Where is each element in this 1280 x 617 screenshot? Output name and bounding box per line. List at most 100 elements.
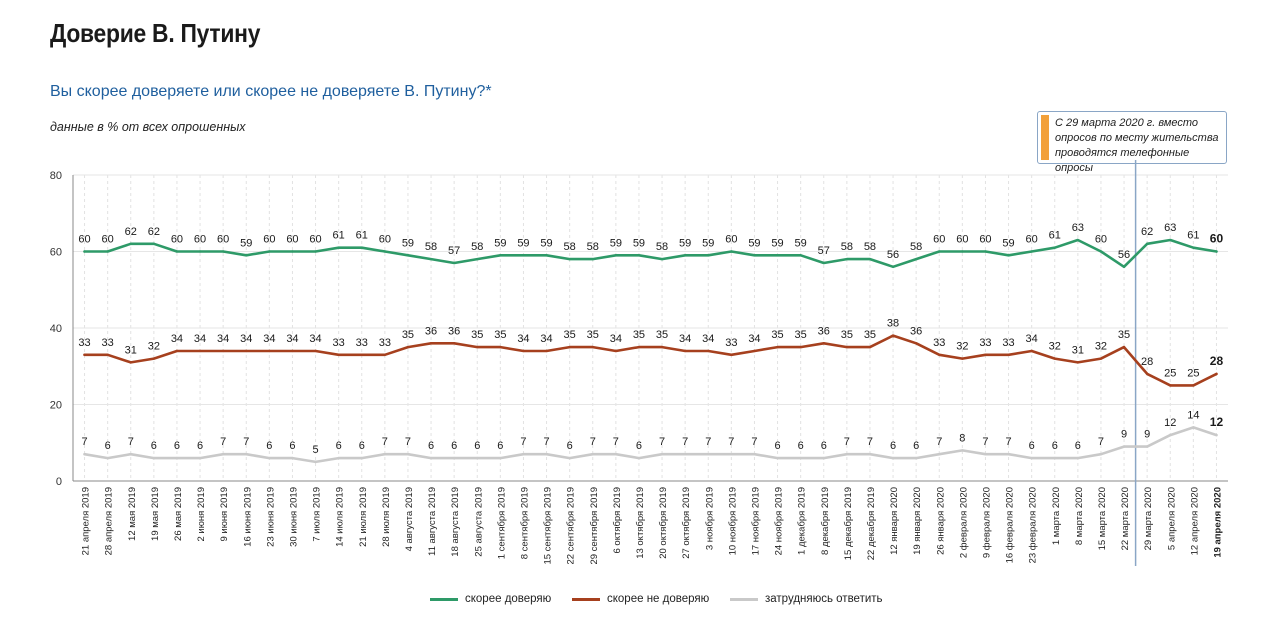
data-point-undecided <box>245 453 248 456</box>
data-point-trust <box>1122 265 1126 268</box>
data-point-distrust <box>1076 361 1080 364</box>
x-tick-label: 28 апреля 2019 <box>104 487 115 555</box>
data-label-distrust: 25 <box>1164 367 1176 379</box>
chart-question: Вы скорее доверяете или скорее не доверя… <box>50 83 492 100</box>
data-point-trust <box>591 257 594 261</box>
data-point-undecided <box>730 453 733 456</box>
data-label-distrust: 34 <box>610 333 622 345</box>
data-point-distrust <box>360 353 363 356</box>
legend-swatch-trust <box>430 597 458 601</box>
data-point-trust <box>383 250 387 253</box>
data-label-distrust: 35 <box>795 329 807 341</box>
data-point-undecided <box>1169 433 1172 437</box>
data-label-distrust: 35 <box>633 329 645 341</box>
data-point-trust <box>175 250 179 253</box>
data-label-distrust: 25 <box>1187 367 1199 379</box>
data-point-distrust <box>1030 349 1033 353</box>
data-label-undecided: 6 <box>289 440 295 452</box>
data-point-distrust <box>683 349 687 353</box>
y-tick-label: 60 <box>50 247 62 259</box>
data-point-distrust <box>499 345 502 349</box>
data-label-undecided: 7 <box>382 436 388 448</box>
data-label-undecided: 6 <box>105 440 111 452</box>
data-label-undecided: 7 <box>867 436 873 448</box>
data-label-distrust: 33 <box>379 337 391 349</box>
data-point-undecided <box>268 456 271 460</box>
data-point-trust <box>707 254 710 257</box>
data-point-undecided <box>614 453 618 456</box>
data-label-distrust: 36 <box>910 325 922 337</box>
data-label-undecided: 6 <box>636 440 642 452</box>
data-point-trust <box>614 254 618 257</box>
data-label-undecided: 6 <box>197 440 203 452</box>
x-tick-label: 2 февраля 2020 <box>958 487 969 558</box>
data-label-trust: 61 <box>1049 230 1061 242</box>
x-tick-label: 8 декабря 2019 <box>820 487 831 555</box>
x-tick-label: 12 января 2020 <box>889 487 900 555</box>
data-point-undecided <box>845 453 849 456</box>
data-label-trust: 60 <box>1026 234 1038 246</box>
data-label-undecided: 6 <box>1075 440 1081 452</box>
data-point-distrust <box>337 353 340 356</box>
x-tick-label: 8 сентября 2019 <box>519 487 530 559</box>
data-point-distrust <box>545 349 548 353</box>
data-point-distrust <box>868 345 872 349</box>
data-point-distrust <box>83 353 86 356</box>
legend-item-undecided: затрудняюсь ответить <box>730 593 883 605</box>
data-label-undecided: 6 <box>474 440 480 452</box>
data-point-distrust <box>591 345 594 349</box>
data-point-undecided <box>961 449 964 452</box>
data-label-distrust: 28 <box>1141 356 1153 368</box>
x-tick-label: 23 июня 2019 <box>265 487 276 547</box>
data-label-undecided: 6 <box>567 440 573 452</box>
data-point-undecided <box>938 453 941 456</box>
data-point-trust <box>984 250 987 253</box>
legend-item-trust: скорее доверяю <box>430 593 551 605</box>
x-tick-label: 1 марта 2020 <box>1051 487 1062 545</box>
data-point-undecided <box>984 453 987 456</box>
data-point-distrust <box>1169 384 1172 387</box>
data-label-undecided: 7 <box>243 436 249 448</box>
data-point-trust <box>1145 242 1149 246</box>
series-line-undecided <box>83 426 1218 464</box>
data-label-distrust: 35 <box>494 329 506 341</box>
data-label-trust: 59 <box>517 237 529 249</box>
data-label-distrust: 34 <box>540 333 552 345</box>
data-point-distrust <box>1215 372 1218 376</box>
data-label-trust: 59 <box>702 237 714 249</box>
data-label-trust: 60 <box>102 234 114 246</box>
x-tick-label: 4 августа 2019 <box>404 487 415 551</box>
data-point-undecided <box>1215 433 1218 437</box>
data-point-undecided <box>452 456 456 460</box>
data-point-distrust <box>984 353 987 356</box>
data-point-trust <box>406 254 410 257</box>
data-label-trust: 60 <box>1095 234 1107 246</box>
data-label-distrust: 33 <box>356 337 368 349</box>
data-label-undecided: 6 <box>266 440 272 452</box>
data-label-distrust: 33 <box>979 337 991 349</box>
data-label-undecided: 6 <box>497 440 503 452</box>
x-tick-label: 21 апреля 2019 <box>81 487 92 555</box>
line-chart: 0 20 40 60 80 21 апреля 2019 28 апреля 2019 12 … <box>50 160 1228 566</box>
data-point-undecided <box>106 456 109 460</box>
units-note: данные в % от всех опрошенных <box>50 120 246 134</box>
data-point-distrust <box>1099 357 1103 360</box>
data-label-trust: 59 <box>494 237 506 249</box>
data-point-distrust <box>198 349 202 353</box>
data-label-distrust: 34 <box>679 333 691 345</box>
data-label-undecided: 6 <box>1029 440 1035 452</box>
data-point-trust <box>291 250 294 253</box>
data-point-trust <box>1099 250 1103 253</box>
data-label-trust: 60 <box>171 234 183 246</box>
x-tick-label: 13 октября 2019 <box>635 487 646 559</box>
data-label-undecided: 6 <box>428 440 434 452</box>
data-label-undecided: 12 <box>1210 415 1224 429</box>
data-label-trust: 60 <box>217 234 229 246</box>
data-point-undecided <box>591 453 594 456</box>
data-label-trust: 59 <box>540 237 552 249</box>
data-label-undecided: 6 <box>359 440 365 452</box>
data-label-undecided: 6 <box>1052 440 1058 452</box>
data-label-undecided: 7 <box>1098 436 1104 448</box>
x-tick-label: 6 октября 2019 <box>612 487 623 554</box>
data-label-undecided: 7 <box>1005 436 1011 448</box>
